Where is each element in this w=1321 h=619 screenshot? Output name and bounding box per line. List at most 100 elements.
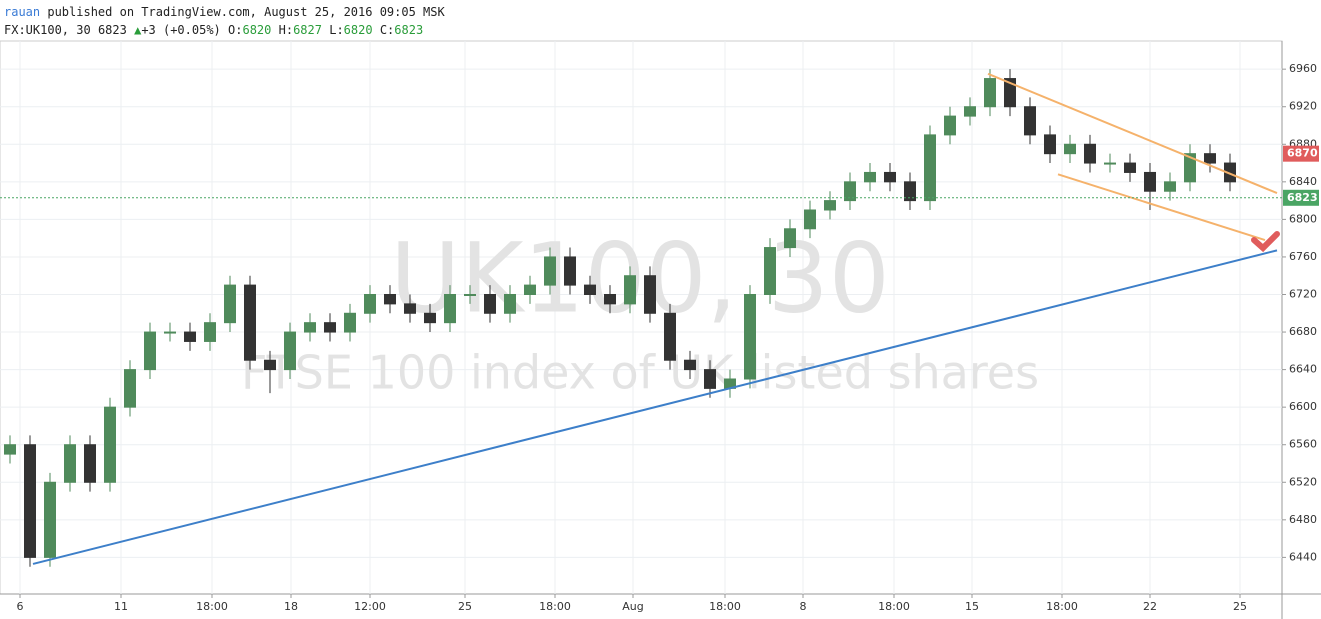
trend-line (32, 249, 1278, 565)
y-tick-label: 6840 (1289, 175, 1317, 188)
candle-body (884, 171, 896, 183)
candle-body (704, 369, 716, 389)
x-tick-label: 22 (1143, 600, 1157, 613)
candle-body (824, 200, 836, 211)
y-tick-label: 6680 (1289, 325, 1317, 338)
price-label: 6870 (1287, 147, 1318, 160)
price-label: 6823 (1287, 191, 1318, 204)
candle-body (1044, 134, 1056, 155)
y-tick-label: 6760 (1289, 250, 1317, 263)
trend-line (987, 72, 1278, 195)
axes: 6440 6480 6520 6560 6600 6640 6680 6720 6760 6800… (17, 62, 1319, 613)
candle-body (1204, 153, 1216, 164)
open: O: (228, 23, 243, 37)
candle-body (864, 171, 876, 183)
y-tick-label: 6720 (1289, 287, 1317, 300)
candle-body (244, 284, 256, 361)
candle-body (624, 275, 636, 305)
symbol-line: FX:UK100, 30 6823 ▲+3 (+0.05%) O:6820 H:… (4, 21, 445, 39)
candle-body (784, 228, 796, 249)
candle-body (604, 293, 616, 305)
candle-body (644, 275, 656, 314)
candle-body (164, 331, 176, 334)
symbol: FX:UK100, 30 (4, 23, 91, 37)
candle-body (564, 256, 576, 286)
author[interactable]: rauan (4, 5, 41, 19)
candle-body (1004, 78, 1016, 108)
low: L: (329, 23, 344, 37)
y-tick-label: 6440 (1289, 550, 1317, 563)
candle-body (904, 181, 916, 202)
x-tick-label: Aug (622, 600, 643, 613)
x-tick-label: 18:00 (1046, 600, 1078, 613)
close-value: 6823 (394, 23, 424, 37)
candle-body (804, 209, 816, 230)
candle-body (204, 322, 216, 342)
candle-body (344, 312, 356, 333)
x-tick-label: 11 (114, 600, 128, 613)
x-tick-label: 8 (800, 600, 807, 613)
candles (4, 69, 1236, 567)
y-tick-label: 6480 (1289, 513, 1317, 526)
change: +3 (+0.05%) (141, 23, 221, 37)
candle-body (304, 322, 316, 333)
candle-body (444, 293, 456, 324)
candle-body (4, 444, 16, 455)
y-tick-label: 6600 (1289, 400, 1317, 413)
x-tick-label: 12:00 (354, 600, 386, 613)
candle-body (284, 331, 296, 371)
y-tick-label: 6960 (1289, 62, 1317, 75)
candle-body (1144, 171, 1156, 192)
watermark-description: FTSE 100 index of UK listed shares (241, 346, 1039, 400)
candle-body (184, 331, 196, 342)
check-icon (1251, 231, 1280, 253)
trend-line (1057, 173, 1266, 241)
y-tick-label: 6800 (1289, 212, 1317, 225)
candle-body (584, 284, 596, 295)
candle-body (924, 134, 936, 202)
x-tick-label: 6 (17, 600, 24, 613)
publish-info: published on TradingView.com, August 25,… (47, 5, 445, 19)
candle-body (104, 406, 116, 483)
candle-body (484, 293, 496, 314)
x-tick-label: 18 (284, 600, 298, 613)
candle-body (1084, 143, 1096, 164)
x-tick-label: 18:00 (878, 600, 910, 613)
candle-body (1064, 143, 1076, 155)
candle-body (1024, 106, 1036, 136)
publish-line: rauan published on TradingView.com, Augu… (4, 3, 445, 21)
candle-body (1164, 181, 1176, 192)
candle-body (464, 293, 476, 296)
candle-body (744, 293, 756, 380)
candle-body (424, 312, 436, 324)
candle-body (1124, 162, 1136, 173)
y-tick-label: 6920 (1289, 100, 1317, 113)
change-arrow: ▲ (134, 23, 142, 37)
y-tick-label: 6640 (1289, 363, 1317, 376)
watermark-symbol: UK100, 30 (390, 222, 890, 334)
candle-body (324, 322, 336, 333)
candle-body (1184, 153, 1196, 183)
high-value: 6827 (293, 23, 322, 37)
drawings (0, 72, 1282, 565)
candle-body (504, 293, 516, 314)
candle-body (24, 444, 36, 558)
x-tick-label: 15 (965, 600, 979, 613)
candle-body (224, 284, 236, 324)
candle-body (124, 369, 136, 408)
candle-body (964, 106, 976, 117)
x-tick-label: 25 (458, 600, 472, 613)
candle-body (544, 256, 556, 286)
candle-body (984, 78, 996, 108)
candle-body (384, 293, 396, 305)
candle-body (84, 444, 96, 483)
candle-body (524, 284, 536, 295)
low-value: 6820 (343, 23, 373, 37)
x-tick-label: 18:00 (196, 600, 228, 613)
candle-body (264, 359, 276, 371)
price-label-box (1283, 145, 1319, 162)
y-tick-label: 6560 (1289, 438, 1317, 451)
header: rauan published on TradingView.com, Augu… (4, 3, 445, 39)
open-value: 6820 (242, 23, 272, 37)
